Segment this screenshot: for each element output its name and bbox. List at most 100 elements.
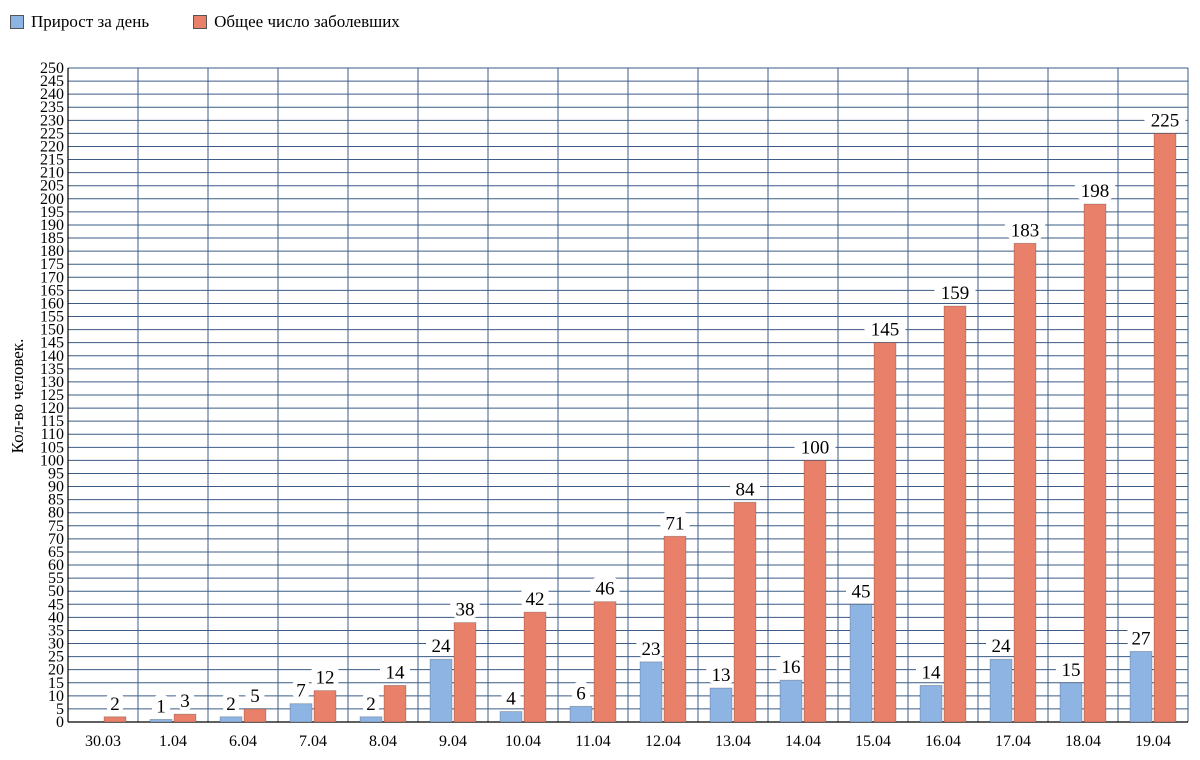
y-tick-label: 185 bbox=[40, 230, 64, 247]
y-tick-label: 215 bbox=[40, 152, 64, 169]
data-label-bg bbox=[501, 686, 521, 708]
x-tick-label: 12.04 bbox=[645, 733, 681, 750]
data-label-bg bbox=[310, 665, 340, 687]
x-tick-label: 15.04 bbox=[855, 733, 891, 750]
y-tick-label: 50 bbox=[48, 583, 64, 600]
data-label-bg bbox=[361, 691, 381, 713]
bar-daily bbox=[779, 679, 803, 723]
bar-daily bbox=[289, 703, 313, 723]
data-label-bg bbox=[571, 681, 591, 703]
x-tick-label: 16.04 bbox=[925, 733, 961, 750]
y-tick-label: 175 bbox=[40, 256, 64, 273]
bar-daily bbox=[709, 687, 733, 723]
legend: Прирост за день Общее число заболевших bbox=[10, 12, 444, 32]
y-tick-label: 15 bbox=[48, 675, 64, 692]
legend-label-total: Общее число заболевших bbox=[214, 12, 400, 31]
bar-daily bbox=[989, 658, 1013, 723]
x-tick-label: 18.04 bbox=[1065, 733, 1101, 750]
y-tick-label: 240 bbox=[40, 86, 64, 103]
data-label-bg bbox=[1004, 218, 1046, 240]
y-tick-label: 45 bbox=[48, 596, 64, 613]
data-label-daily: 24 bbox=[992, 636, 1012, 657]
bar-daily bbox=[639, 661, 663, 723]
y-tick-label: 25 bbox=[48, 649, 64, 666]
data-label-bg bbox=[520, 587, 550, 609]
bar-total bbox=[873, 342, 897, 723]
y-tick-label: 180 bbox=[40, 243, 64, 260]
legend-label-daily: Прирост за день bbox=[31, 12, 150, 31]
y-tick-label: 0 bbox=[56, 714, 64, 731]
bar-total bbox=[243, 708, 267, 723]
data-label-daily: 23 bbox=[642, 639, 661, 660]
x-tick-label: 10.04 bbox=[505, 733, 541, 750]
data-label-daily: 7 bbox=[296, 681, 306, 702]
data-label-total: 38 bbox=[456, 600, 475, 621]
data-label-bg bbox=[1126, 626, 1156, 648]
bar-daily bbox=[919, 684, 943, 723]
y-tick-label: 170 bbox=[40, 269, 64, 286]
data-label-daily: 15 bbox=[1062, 660, 1081, 681]
bar-daily bbox=[499, 711, 523, 723]
data-label-total: 225 bbox=[1151, 110, 1180, 131]
y-tick-label: 210 bbox=[40, 165, 64, 182]
bar-total bbox=[943, 305, 967, 723]
legend-item-total: Общее число заболевших bbox=[193, 12, 400, 32]
y-tick-label: 90 bbox=[48, 479, 64, 496]
y-tick-label: 85 bbox=[48, 492, 64, 509]
bar-total bbox=[523, 611, 547, 723]
y-tick-label: 65 bbox=[48, 544, 64, 561]
data-label-daily: 24 bbox=[432, 636, 452, 657]
y-tick-label: 75 bbox=[48, 518, 64, 535]
data-label-bg bbox=[934, 281, 976, 303]
data-label-total: 42 bbox=[526, 589, 545, 610]
bar-daily bbox=[569, 705, 593, 723]
data-label-bg bbox=[590, 576, 620, 598]
data-label-bg bbox=[380, 660, 410, 682]
bar-daily bbox=[429, 658, 453, 723]
data-label-bg bbox=[706, 662, 736, 684]
y-tick-label: 5 bbox=[56, 701, 64, 718]
y-tick-label: 95 bbox=[48, 465, 64, 482]
y-tick-label: 10 bbox=[48, 688, 64, 705]
data-label-bg bbox=[846, 579, 876, 601]
bar-daily bbox=[1129, 650, 1153, 723]
data-label-bg bbox=[916, 660, 946, 682]
data-label-daily: 14 bbox=[922, 662, 942, 683]
y-tick-label: 100 bbox=[40, 452, 64, 469]
data-label-total: 46 bbox=[596, 579, 615, 600]
bar-total bbox=[103, 716, 127, 723]
data-label-daily: 6 bbox=[576, 683, 586, 704]
x-tick-label: 13.04 bbox=[715, 733, 751, 750]
data-label-total: 183 bbox=[1011, 220, 1040, 241]
x-tick-label: 7.04 bbox=[299, 733, 327, 750]
y-tick-label: 60 bbox=[48, 557, 64, 574]
data-label-bg bbox=[245, 683, 265, 705]
data-label-bg bbox=[1144, 108, 1186, 130]
y-tick-label: 220 bbox=[40, 138, 64, 155]
data-label-daily: 2 bbox=[366, 694, 376, 715]
y-tick-label: 30 bbox=[48, 636, 64, 653]
y-tick-label: 150 bbox=[40, 322, 64, 339]
x-tick-label: 1.04 bbox=[159, 733, 187, 750]
y-tick-label: 80 bbox=[48, 505, 64, 522]
y-tick-label: 120 bbox=[40, 400, 64, 417]
data-label-bg bbox=[986, 634, 1016, 656]
data-label-bg bbox=[660, 511, 690, 533]
y-tick-label: 40 bbox=[48, 609, 64, 626]
bar-total bbox=[803, 459, 827, 723]
data-label-daily: 4 bbox=[506, 689, 516, 710]
y-tick-label: 125 bbox=[40, 387, 64, 404]
bar-daily bbox=[219, 716, 243, 723]
x-tick-label: 14.04 bbox=[785, 733, 821, 750]
data-label-bg bbox=[450, 597, 480, 619]
data-label-bg bbox=[1056, 657, 1086, 679]
data-label-daily: 45 bbox=[852, 581, 871, 602]
data-label-total: 145 bbox=[871, 320, 900, 341]
data-label-daily: 1 bbox=[156, 696, 166, 717]
y-tick-label: 140 bbox=[40, 348, 64, 365]
y-tick-label: 195 bbox=[40, 204, 64, 221]
bar-daily bbox=[149, 718, 173, 723]
legend-swatch-total bbox=[193, 15, 208, 29]
data-label-daily: 16 bbox=[782, 657, 801, 678]
data-label-bg bbox=[426, 634, 456, 656]
